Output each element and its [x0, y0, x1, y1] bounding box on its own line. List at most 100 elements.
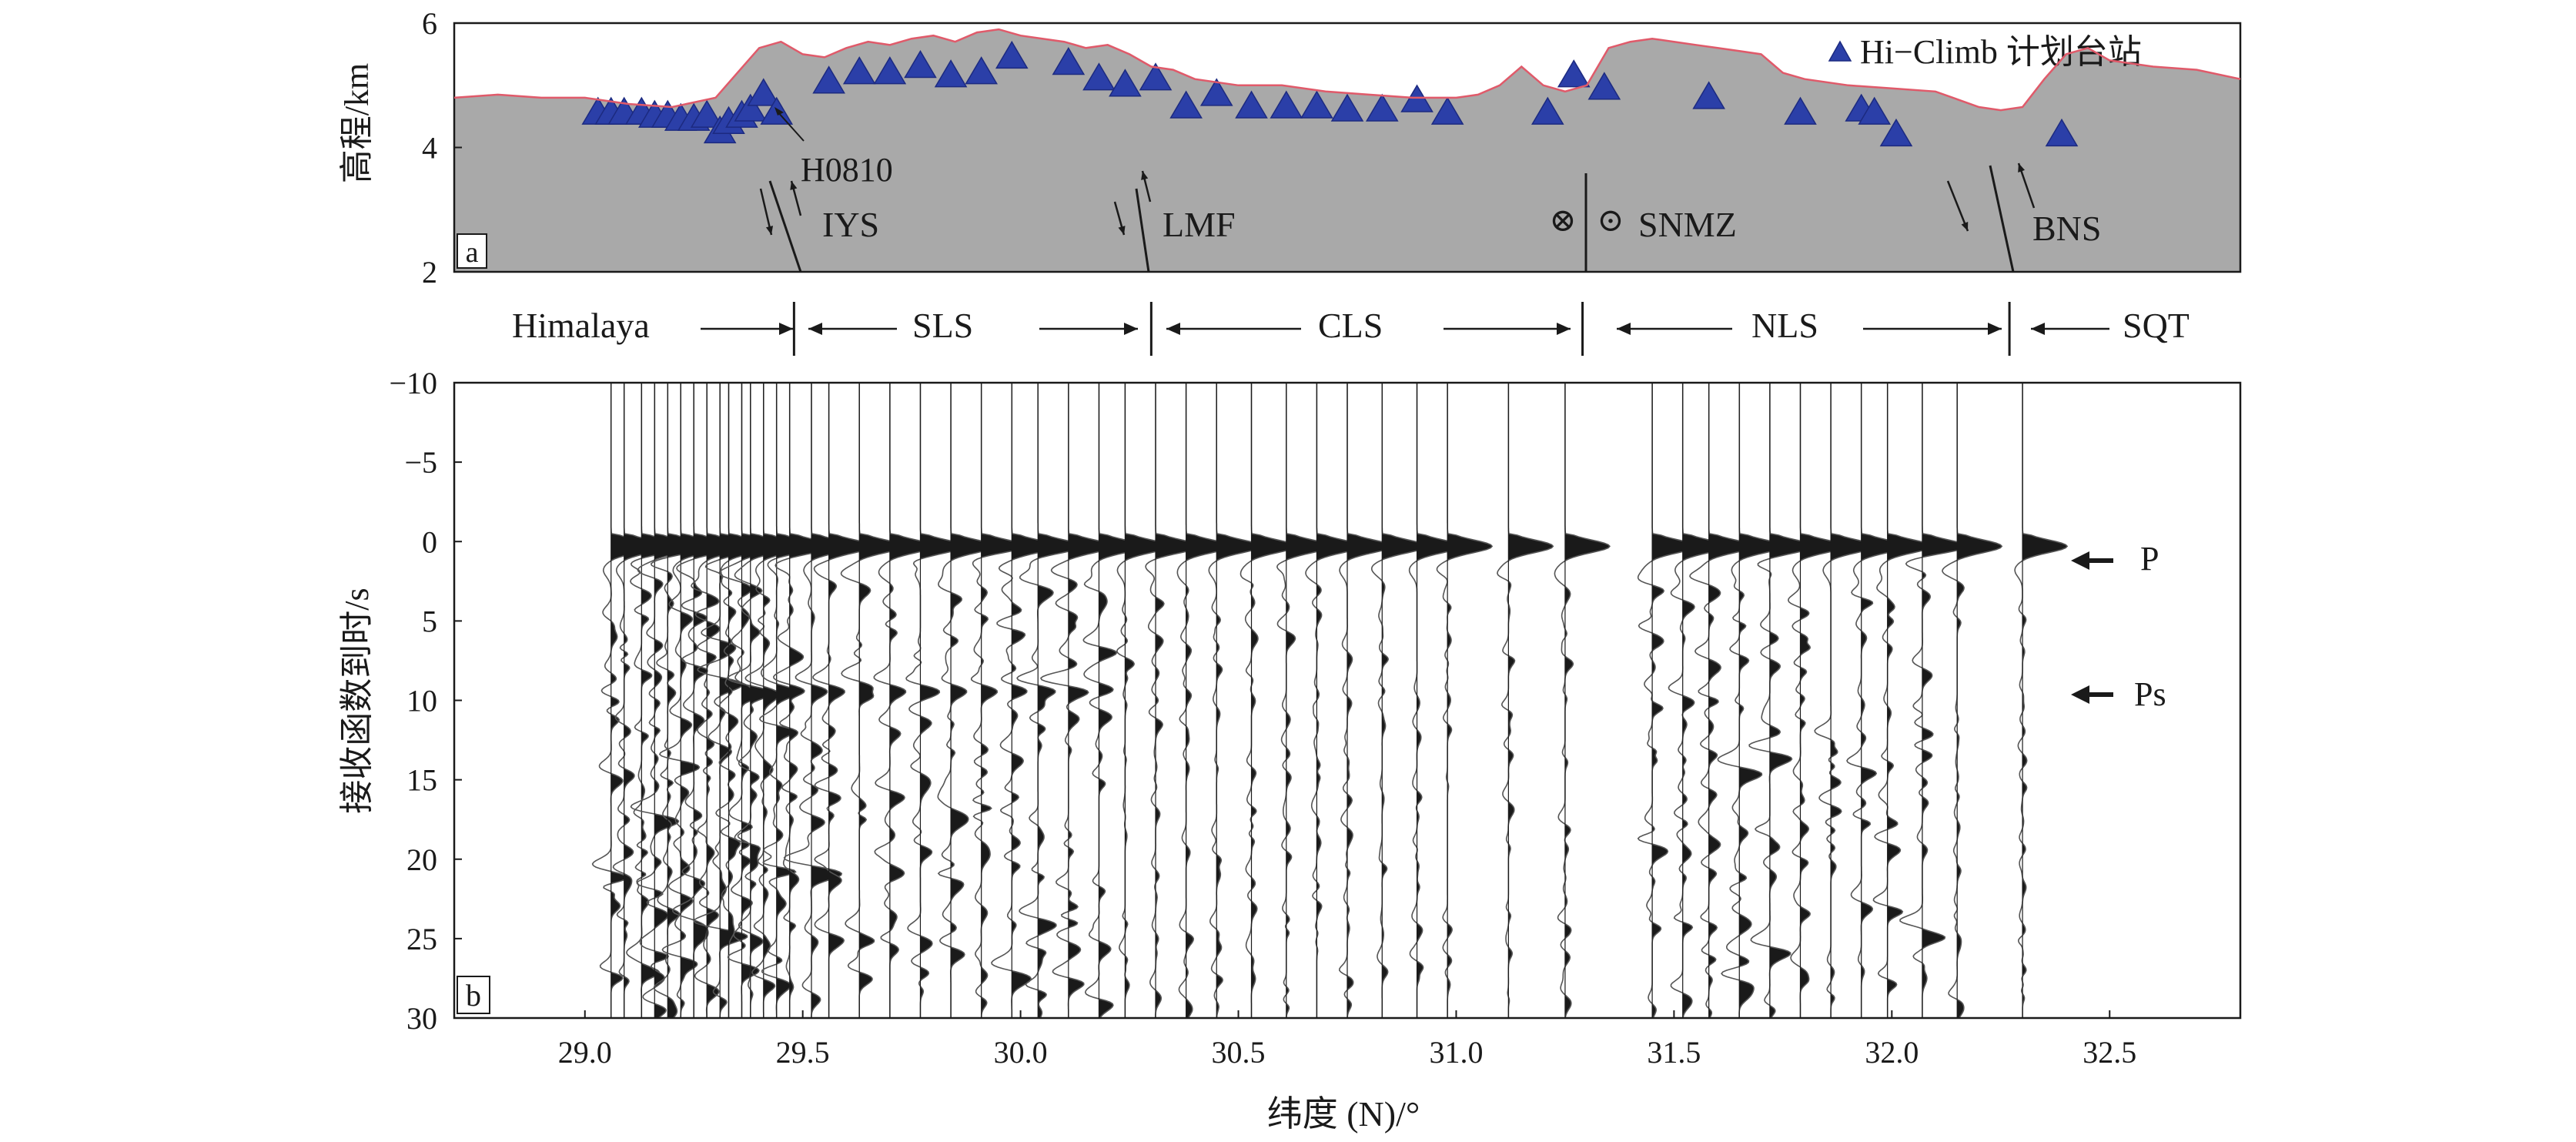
trace-fill: [1068, 383, 1113, 1018]
fault-motion-arrow: [1946, 180, 1969, 232]
y-tick-label: 10: [406, 684, 437, 718]
trace-line: [1497, 383, 1554, 1018]
y-tick-label: 2: [422, 255, 437, 290]
arrow-head: [1118, 226, 1126, 235]
station-marker: [1879, 118, 1913, 147]
tectonic-unit-strip: Himalaya SLS CLS NLS SQT: [512, 302, 2190, 356]
y-tick-label: 4: [422, 131, 437, 166]
station-marker: [734, 93, 768, 122]
arrow-head: [1617, 323, 1631, 335]
annotation-snmz: SNMZ: [1638, 205, 1737, 244]
arrow-head: [779, 323, 793, 335]
terrain-edge: [453, 28, 2241, 112]
trace-fill: [811, 383, 856, 1018]
station-marker: [1858, 96, 1891, 125]
trace-line: [1436, 383, 1494, 1018]
fault-marks: [759, 162, 2036, 273]
y-tick-label: 15: [406, 763, 437, 798]
arrow-head: [808, 323, 822, 335]
station-marker: [812, 65, 845, 94]
station-marker: [1270, 90, 1303, 119]
trace-fill: [789, 383, 835, 1018]
panel-b-ylabel: 接收函数到时/s: [338, 588, 376, 813]
x-tick-label: 29.0: [558, 1035, 612, 1070]
trace-line: [1787, 383, 1846, 1018]
station-marker: [1139, 62, 1173, 91]
y-tick-label: 0: [422, 524, 437, 559]
panel-b-x-ticks: 29.0 29.5 30.0 30.5 31.0 31.5 32.0 32.5: [558, 1010, 2136, 1070]
x-tick-label: 30.0: [994, 1035, 1048, 1070]
station-marker: [1330, 93, 1364, 122]
phase-marker-ps: Ps: [2071, 675, 2166, 713]
fault-into-page-icon: ⊗: [1549, 203, 1576, 239]
trace-fill: [1769, 383, 1815, 1018]
panel-b-label: b: [466, 978, 481, 1013]
trace-line: [1276, 383, 1332, 1019]
arrow-head: [1988, 323, 2002, 335]
station-marker: [842, 56, 876, 85]
y-tick-label: 5: [422, 604, 437, 638]
trace-fill: [1861, 383, 1906, 1018]
panel-a-label-box: [457, 233, 487, 269]
trace-line: [873, 383, 935, 1018]
trace-line: [937, 383, 997, 1018]
trace-fill: [1038, 383, 1083, 1018]
trace-line: [1554, 383, 1611, 1019]
trace-line: [1082, 383, 1145, 1019]
trace-fill: [1508, 383, 1554, 1018]
trace-fill: [763, 383, 808, 1018]
trace-fill: [776, 383, 821, 1018]
trace-line: [1176, 383, 1232, 1019]
arrow-head: [1166, 323, 1180, 335]
station-marker: [904, 50, 937, 79]
trace-fill: [624, 383, 669, 1018]
station-marker: [1300, 90, 1333, 119]
trace-fill: [1216, 383, 1262, 1018]
phase-label-p: P: [2140, 540, 2159, 578]
trace-line: [1846, 383, 1907, 1018]
fault-out-of-page-icon: ⊙: [1597, 203, 1624, 239]
station-marker: [2045, 118, 2079, 147]
trace-line: [1814, 383, 1877, 1018]
phase-label-ps: Ps: [2134, 675, 2166, 713]
x-tick-label: 32.0: [1865, 1035, 1919, 1070]
trace-fill: [889, 383, 935, 1018]
trace-fill: [1286, 383, 1331, 1018]
legend-label: Hi−Climb 计划台站: [1860, 33, 2142, 71]
station-marker: [1430, 96, 1464, 125]
trace-fill: [1012, 383, 1057, 1018]
panel-a-label: a: [466, 236, 479, 269]
trace-fill: [1922, 383, 1967, 1018]
trace-fill: [1957, 383, 2002, 1018]
trace-fill: [681, 383, 726, 1018]
fault-trace: [1135, 188, 1150, 273]
unit-boundaries: [792, 302, 2011, 356]
station-marker: [690, 99, 724, 128]
trace-fill: [694, 383, 739, 1018]
trace-fill: [1739, 383, 1785, 1018]
x-tick-label: 30.5: [1212, 1035, 1266, 1070]
trace-fill: [641, 383, 687, 1018]
trace-fill: [1708, 383, 1754, 1018]
trace-line: [1717, 383, 1785, 1019]
trace-fill: [981, 383, 1026, 1018]
annotation-h0810: H0810: [801, 151, 893, 189]
trace-fill: [1831, 383, 1876, 1018]
unit-arrows: [701, 323, 2109, 335]
arrow-head: [1961, 222, 1969, 231]
trace-fill: [828, 383, 874, 1018]
phase-marker-p: P: [2071, 540, 2159, 578]
annotation-bns: BNS: [2032, 209, 2101, 248]
panel-a-y-ticks: 2 4 6: [422, 6, 462, 290]
panel-a-elevation: 246 高程/km a Hi−Climb 计划台站 H0810 IYS LMF …: [338, 6, 2242, 290]
trace-fill: [1887, 383, 1932, 1018]
station-marker: [1531, 96, 1564, 125]
y-tick-label: 30: [406, 1001, 437, 1036]
annotation-iys: IYS: [822, 205, 879, 244]
trace-fill: [1316, 383, 1362, 1018]
station-marker: [1109, 69, 1142, 97]
station-marker: [1557, 59, 1591, 88]
station-marker: [1587, 72, 1621, 100]
trace-fill: [1382, 383, 1427, 1018]
